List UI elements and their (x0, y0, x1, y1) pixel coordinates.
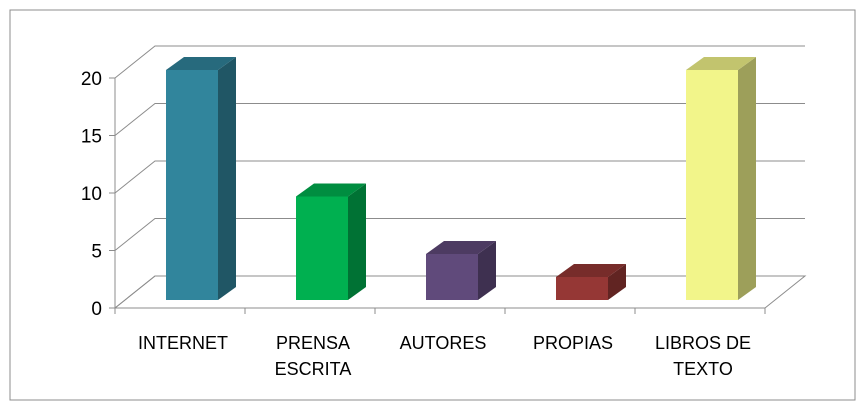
bar (166, 57, 236, 300)
bar-side (608, 264, 626, 300)
bar-front (296, 196, 348, 300)
x-tick-label: INTERNET (138, 333, 228, 353)
bar-front (426, 254, 478, 300)
x-tick-label: PROPIAS (532, 333, 614, 353)
bar-top (426, 241, 496, 254)
x-tick-label: AUTORES (399, 333, 487, 353)
bar-side (348, 183, 366, 300)
bar-top (166, 57, 236, 70)
bar-side (738, 57, 756, 300)
y-tick-label: 15 (81, 127, 102, 148)
bar-front (686, 70, 738, 300)
y-tick-label: 10 (81, 184, 102, 205)
bar (556, 264, 626, 300)
x-tick-label: LIBROS DE TEXTO (654, 333, 752, 379)
bar-side (478, 241, 496, 300)
bar-side (218, 57, 236, 300)
y-tick-label: 5 (91, 242, 102, 263)
grid-line (114, 103, 805, 136)
grid-line (114, 218, 805, 251)
bar-front (166, 70, 218, 300)
y-tick-label: 0 (91, 299, 102, 320)
y-tick-label: 20 (81, 69, 102, 90)
x-tick-label: PRENSA ESCRITA (274, 333, 352, 379)
bar (686, 57, 756, 300)
bar-top (556, 264, 626, 277)
bar (426, 241, 496, 300)
bar-top (686, 57, 756, 70)
bar (296, 183, 366, 300)
grid-line (114, 45, 805, 79)
grid-line (114, 160, 805, 194)
bar-front (556, 277, 608, 300)
bar-top (296, 183, 366, 197)
